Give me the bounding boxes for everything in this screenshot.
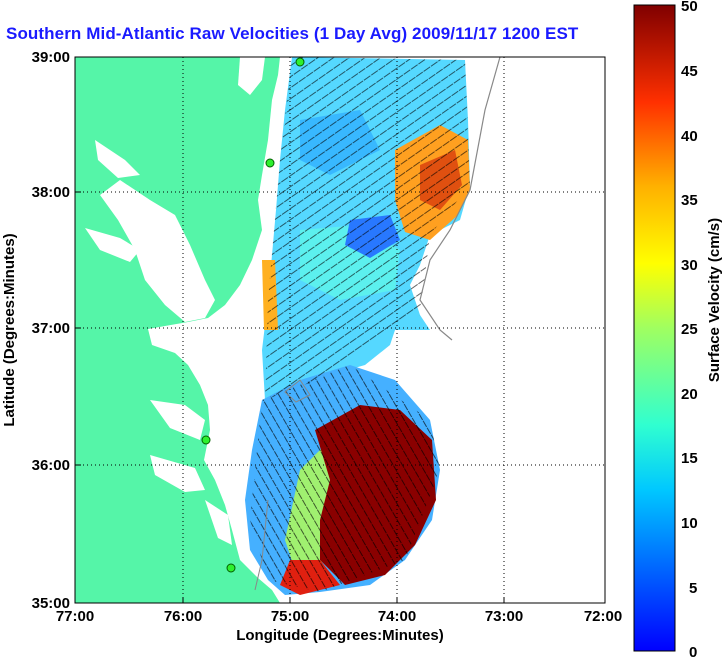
- station-marker: [295, 57, 305, 67]
- map-area: [75, 57, 605, 603]
- colorbar-tick-label: 5: [689, 580, 697, 597]
- x-tick-label: 75:00: [271, 608, 309, 625]
- colorbar-tick-label: 40: [681, 128, 698, 145]
- colorbar-tick-label: 25: [681, 321, 698, 338]
- station-marker: [226, 563, 236, 573]
- station-marker: [265, 158, 275, 168]
- colorbar-tick-label: 20: [681, 386, 698, 403]
- x-axis-label: Longitude (Degrees:Minutes): [236, 627, 444, 644]
- colorbar-tick-label: 50: [681, 0, 698, 15]
- y-tick-label: 39:00: [32, 49, 70, 66]
- x-tick-label: 74:00: [378, 608, 416, 625]
- colorbar-tick-label: 10: [681, 515, 698, 532]
- map-frame: [74, 56, 606, 604]
- map-title: Southern Mid-Atlantic Raw Velocities (1 …: [6, 24, 579, 43]
- x-tick-label: 76:00: [164, 608, 202, 625]
- chesapeake-bay: [100, 180, 215, 322]
- grid-lines: [75, 57, 605, 603]
- colorbar-tick-label: 35: [681, 192, 698, 209]
- x-tick-label: 77:00: [56, 608, 94, 625]
- y-tick-label: 35:00: [32, 595, 70, 612]
- colorbar-label: Surface Velocity (cm/s): [706, 218, 723, 382]
- y-tick-label: 36:00: [32, 457, 70, 474]
- colorbar-tick-label: 0: [689, 644, 697, 659]
- x-tick-label: 72:00: [584, 608, 622, 625]
- y-axis-ticks: 39:00 38:00 37:00 36:00 35:00: [32, 49, 70, 612]
- x-tick-label: 73:00: [485, 608, 523, 625]
- y-tick-label: 38:00: [32, 184, 70, 201]
- colorbar-tick-label: 15: [681, 450, 698, 467]
- colorbar-ticks: 50 45 40 35 30 25 20 15 10 5 0: [681, 0, 698, 659]
- y-tick-label: 37:00: [32, 320, 70, 337]
- colorbar-tick-label: 45: [681, 63, 698, 80]
- y-axis-label: Latitude (Degrees:Minutes): [1, 233, 18, 426]
- colorbar-tick-label: 30: [681, 257, 698, 274]
- colorbar: [633, 4, 676, 652]
- x-axis-ticks: 77:00 76:00 75:00 74:00 73:00 72:00: [56, 608, 622, 625]
- station-marker: [201, 435, 211, 445]
